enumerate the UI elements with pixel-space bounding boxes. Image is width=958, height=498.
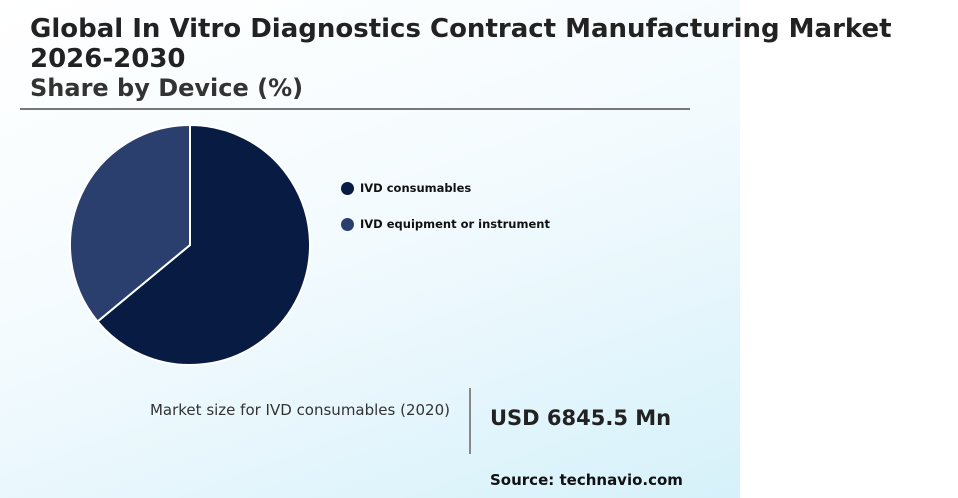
source-credit: Source: technavio.com [490, 471, 683, 489]
chart-title: Global In Vitro Diagnostics Contract Man… [30, 14, 892, 74]
pie-slice-ivd-equipment [69, 123, 191, 323]
legend-item-ivd-consumables: IVD consumables [341, 170, 550, 206]
callout-divider [469, 388, 471, 454]
pie-chart [69, 123, 311, 366]
market-size-value: USD 6845.5 Mn [490, 406, 672, 430]
chart-subtitle: Share by Device (%) [30, 74, 304, 102]
legend-label: IVD equipment or instrument [360, 217, 550, 231]
legend-swatch-ivd-consumables [341, 181, 354, 195]
legend-item-ivd-equipment: IVD equipment or instrument [341, 206, 550, 242]
pie-slice-ivd-consumables [96, 123, 311, 366]
legend-label: IVD consumables [360, 181, 472, 195]
chart-legend: IVD consumables IVD equipment or instrum… [341, 170, 550, 242]
market-size-label: Market size for IVD consumables (2020) [149, 401, 450, 419]
header-divider [20, 108, 690, 110]
legend-swatch-ivd-equipment [341, 217, 354, 231]
